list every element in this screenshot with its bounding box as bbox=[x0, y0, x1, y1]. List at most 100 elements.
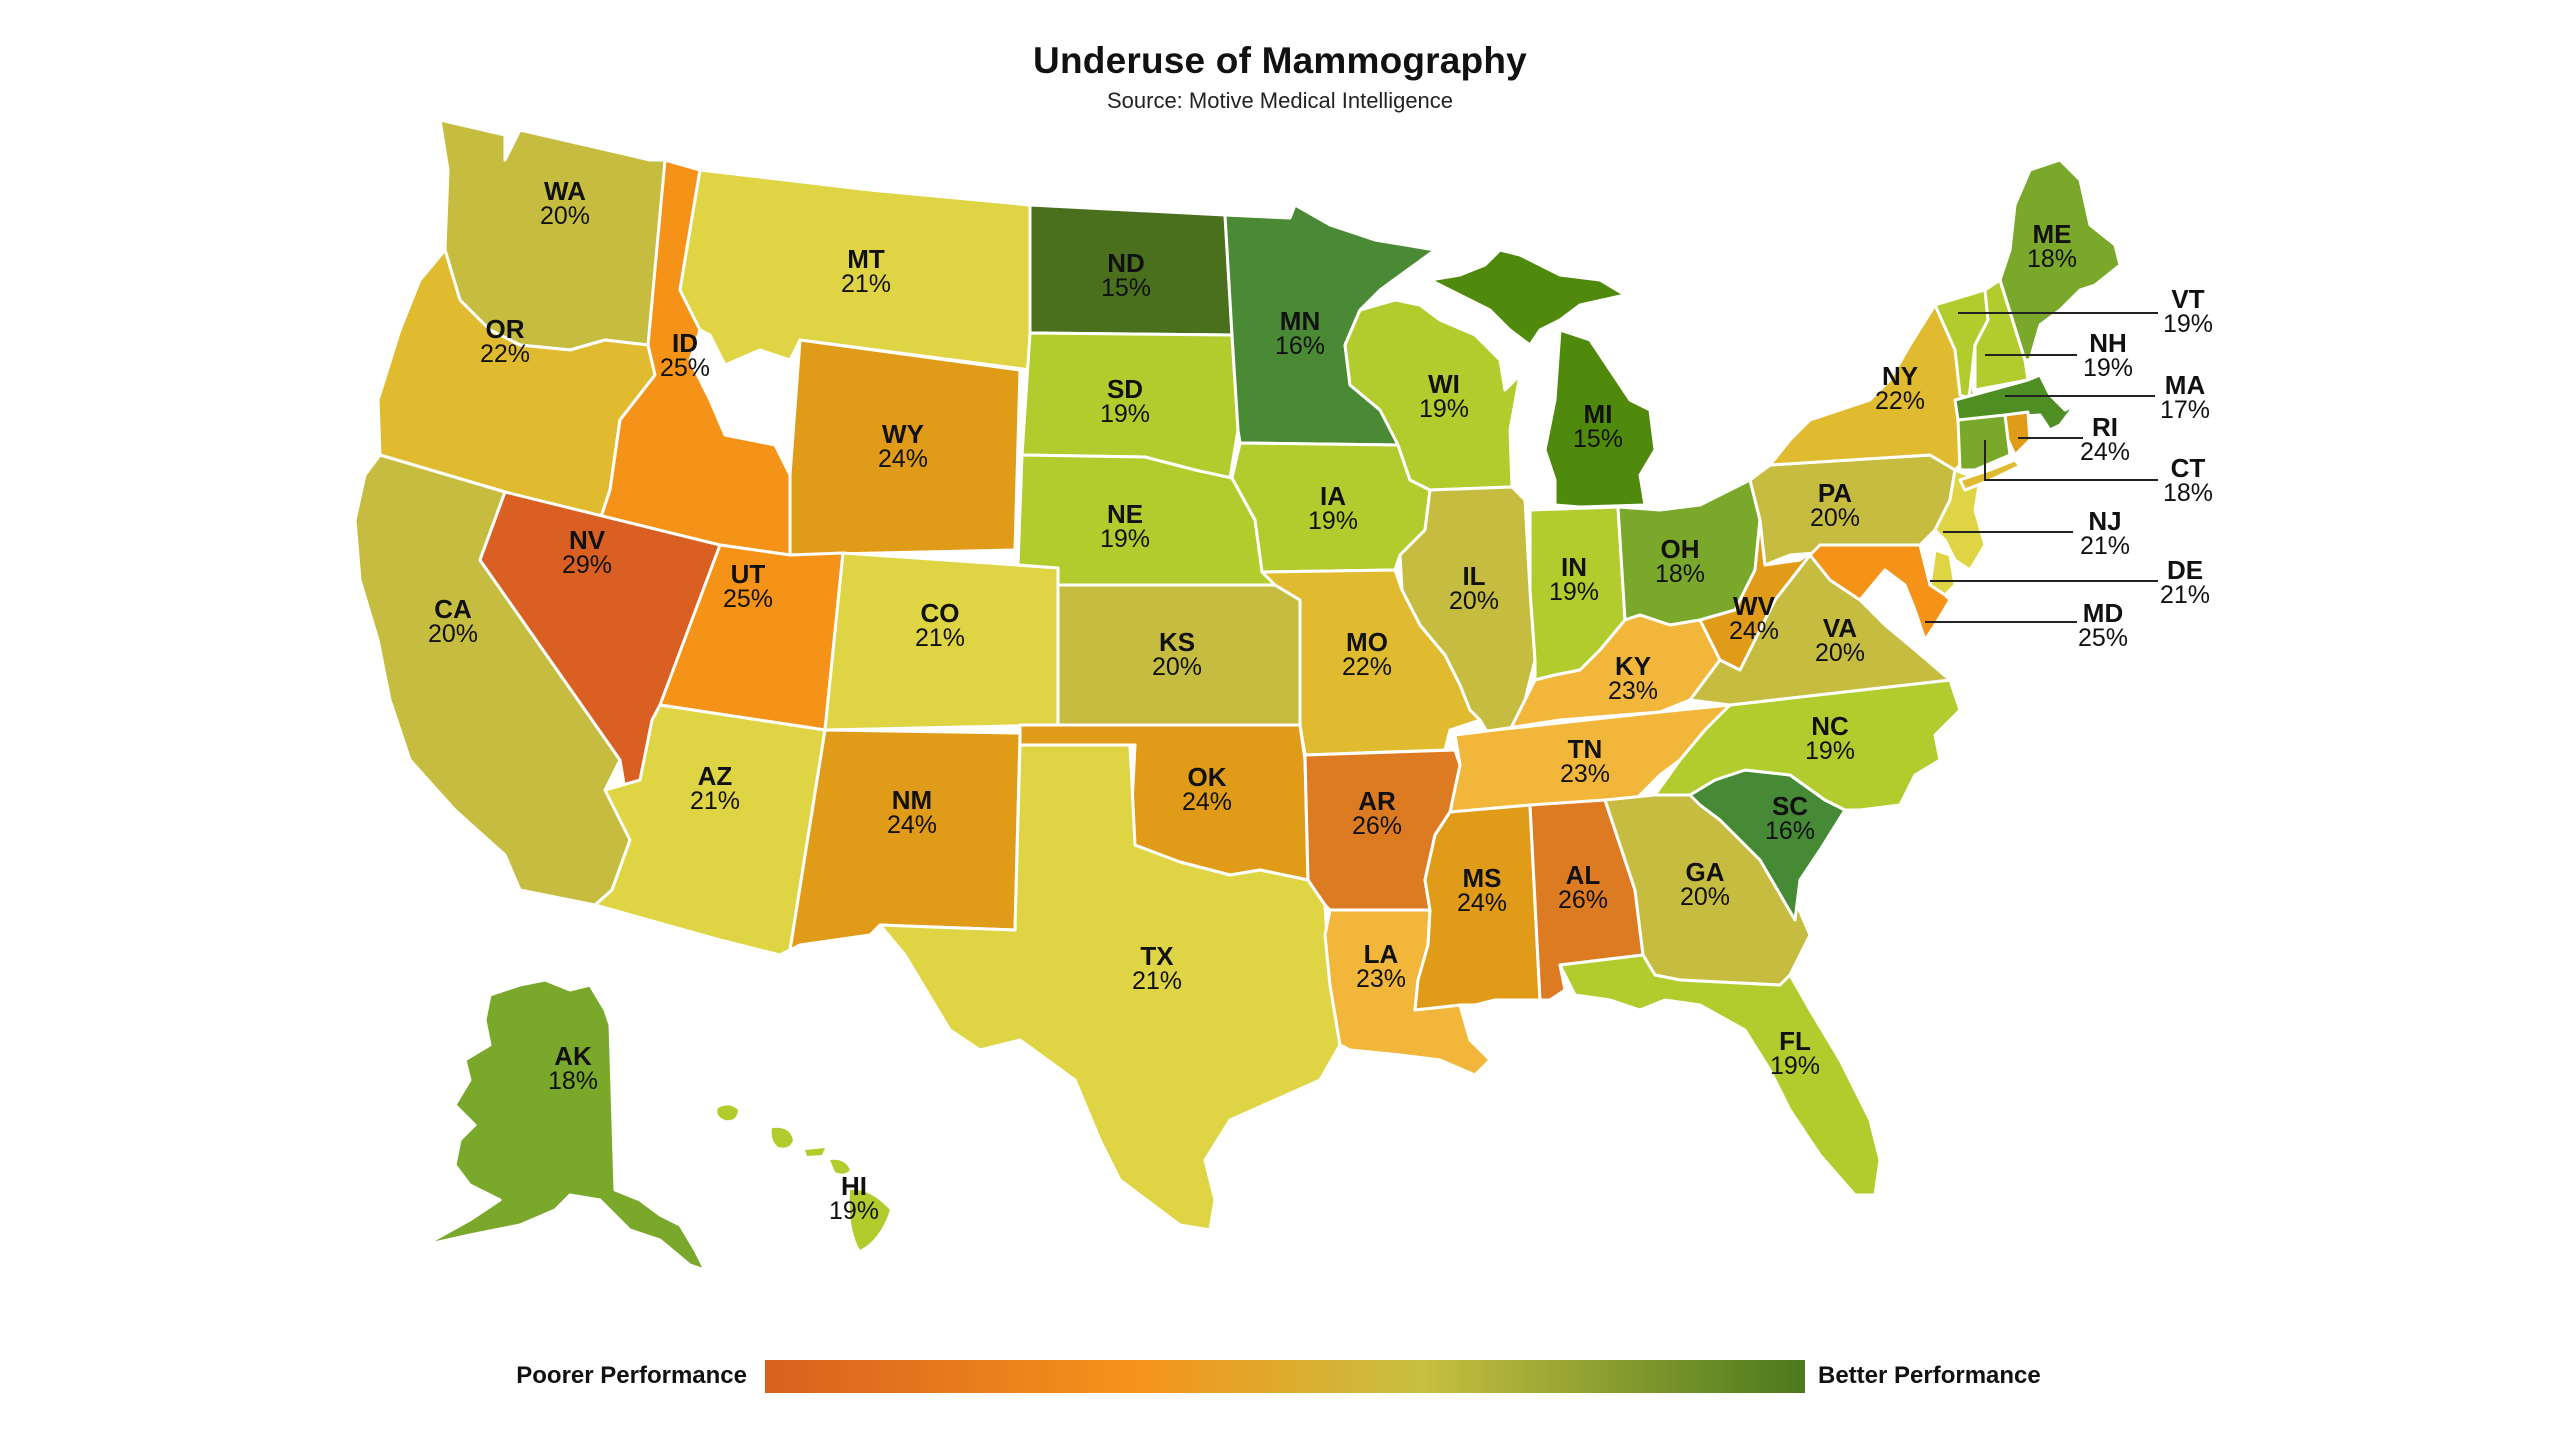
label-OH-value: 18% bbox=[1655, 560, 1705, 588]
state-NC[interactable] bbox=[1653, 678, 1962, 812]
label-MO-value: 22% bbox=[1342, 653, 1392, 681]
label-WA-abbr: WA bbox=[544, 176, 586, 206]
label-LA-value: 23% bbox=[1356, 965, 1406, 993]
label-ND-abbr: ND bbox=[1107, 248, 1145, 278]
label-NE-value: 19% bbox=[1100, 525, 1150, 553]
state-FL[interactable] bbox=[1558, 953, 1882, 1197]
state-MD[interactable] bbox=[1808, 543, 1952, 642]
label-NM-abbr: NM bbox=[892, 785, 932, 815]
label-AK-abbr: AK bbox=[554, 1041, 592, 1071]
label-MA-value: 17% bbox=[2160, 396, 2210, 424]
label-FL-abbr: FL bbox=[1779, 1026, 1811, 1056]
label-WI-abbr: WI bbox=[1428, 369, 1460, 399]
label-CA-abbr: CA bbox=[434, 594, 472, 624]
state-WI[interactable] bbox=[1343, 298, 1522, 492]
legend-high-label: Better Performance bbox=[1818, 1362, 2041, 1389]
label-ID-value: 25% bbox=[660, 354, 710, 382]
label-AZ-value: 21% bbox=[690, 787, 740, 815]
label-UT-abbr: UT bbox=[731, 559, 766, 589]
label-MA-abbr: MA bbox=[2165, 370, 2206, 400]
label-RI-abbr: RI bbox=[2092, 412, 2118, 442]
label-MT-value: 21% bbox=[841, 270, 891, 298]
label-AR-abbr: AR bbox=[1358, 786, 1396, 816]
long-island bbox=[1958, 458, 2022, 492]
label-FL-value: 19% bbox=[1770, 1052, 1820, 1080]
label-AL-value: 26% bbox=[1558, 886, 1608, 914]
state-AK[interactable] bbox=[423, 978, 707, 1272]
label-NV-value: 29% bbox=[562, 551, 612, 579]
label-CT-value: 18% bbox=[2163, 479, 2213, 507]
label-NJ-abbr: NJ bbox=[2088, 506, 2121, 536]
state-WY[interactable] bbox=[788, 338, 1022, 557]
label-KS-abbr: KS bbox=[1159, 627, 1195, 657]
label-VT-abbr: VT bbox=[2171, 284, 2204, 314]
state-IL[interactable] bbox=[1398, 485, 1537, 747]
label-TX-value: 21% bbox=[1132, 967, 1182, 995]
label-DE-value: 21% bbox=[2160, 581, 2210, 609]
label-AK-value: 18% bbox=[548, 1067, 598, 1095]
label-PA-value: 20% bbox=[1810, 504, 1860, 532]
label-VA-abbr: VA bbox=[1823, 613, 1857, 643]
label-WV-value: 24% bbox=[1729, 617, 1779, 645]
state-NJ[interactable] bbox=[1933, 468, 1987, 572]
label-IN-abbr: IN bbox=[1561, 552, 1587, 582]
label-MO-abbr: MO bbox=[1346, 627, 1388, 657]
label-NH-abbr: NH bbox=[2089, 328, 2127, 358]
label-KS-value: 20% bbox=[1152, 653, 1202, 681]
label-NY-abbr: NY bbox=[1882, 361, 1918, 391]
label-WA-value: 20% bbox=[540, 202, 590, 230]
label-IN-value: 19% bbox=[1549, 578, 1599, 606]
label-MI-abbr: MI bbox=[1584, 399, 1613, 429]
state-MT[interactable] bbox=[678, 168, 1032, 372]
label-NY-value: 22% bbox=[1875, 387, 1925, 415]
label-WY-value: 24% bbox=[878, 445, 928, 473]
label-SD-value: 19% bbox=[1100, 400, 1150, 428]
label-IA-value: 19% bbox=[1308, 507, 1358, 535]
label-MS-value: 24% bbox=[1457, 889, 1507, 917]
label-AZ-abbr: AZ bbox=[698, 761, 733, 791]
label-WY-abbr: WY bbox=[882, 419, 924, 449]
label-AL-abbr: AL bbox=[1566, 860, 1601, 890]
state-NM[interactable] bbox=[788, 728, 1022, 952]
state-TX[interactable] bbox=[878, 743, 1342, 1232]
label-AR-value: 26% bbox=[1352, 812, 1402, 840]
legend-gradient-bar bbox=[765, 1360, 1805, 1393]
label-SC-value: 16% bbox=[1765, 817, 1815, 845]
label-WI-value: 19% bbox=[1419, 395, 1469, 423]
label-VA-value: 20% bbox=[1815, 639, 1865, 667]
label-WV-abbr: WV bbox=[1733, 591, 1776, 621]
label-MN-abbr: MN bbox=[1280, 306, 1320, 336]
label-HI-value: 19% bbox=[829, 1197, 879, 1225]
state-MI[interactable] bbox=[1428, 248, 1657, 509]
state-HI[interactable] bbox=[717, 1105, 890, 1250]
label-UT-value: 25% bbox=[723, 585, 773, 613]
label-IL-abbr: IL bbox=[1462, 561, 1485, 591]
label-KY-value: 23% bbox=[1608, 677, 1658, 705]
label-NM-value: 24% bbox=[887, 811, 937, 839]
legend-low-label: Poorer Performance bbox=[516, 1362, 747, 1389]
state-DE[interactable] bbox=[1928, 548, 1957, 597]
label-TN-abbr: TN bbox=[1568, 734, 1603, 764]
label-SD-abbr: SD bbox=[1107, 374, 1143, 404]
label-OH-abbr: OH bbox=[1661, 534, 1700, 564]
label-IA-abbr: IA bbox=[1320, 481, 1346, 511]
label-CO-value: 21% bbox=[915, 624, 965, 652]
label-VT-value: 19% bbox=[2163, 310, 2213, 338]
label-ID-abbr: ID bbox=[672, 328, 698, 358]
state-ME[interactable] bbox=[1998, 158, 2122, 362]
label-MT-abbr: MT bbox=[847, 244, 885, 274]
label-NC-value: 19% bbox=[1805, 737, 1855, 765]
label-NV-abbr: NV bbox=[569, 525, 606, 555]
label-PA-abbr: PA bbox=[1818, 478, 1852, 508]
label-NC-abbr: NC bbox=[1811, 711, 1849, 741]
label-NH-value: 19% bbox=[2083, 354, 2133, 382]
legend: Poorer Performance Better Performance bbox=[0, 1350, 2560, 1410]
label-CO-abbr: CO bbox=[921, 598, 960, 628]
label-ND-value: 15% bbox=[1101, 274, 1151, 302]
label-OR-abbr: OR bbox=[486, 314, 525, 344]
label-RI-value: 24% bbox=[2080, 438, 2130, 466]
label-GA-value: 20% bbox=[1680, 883, 1730, 911]
label-ME-abbr: ME bbox=[2033, 219, 2072, 249]
